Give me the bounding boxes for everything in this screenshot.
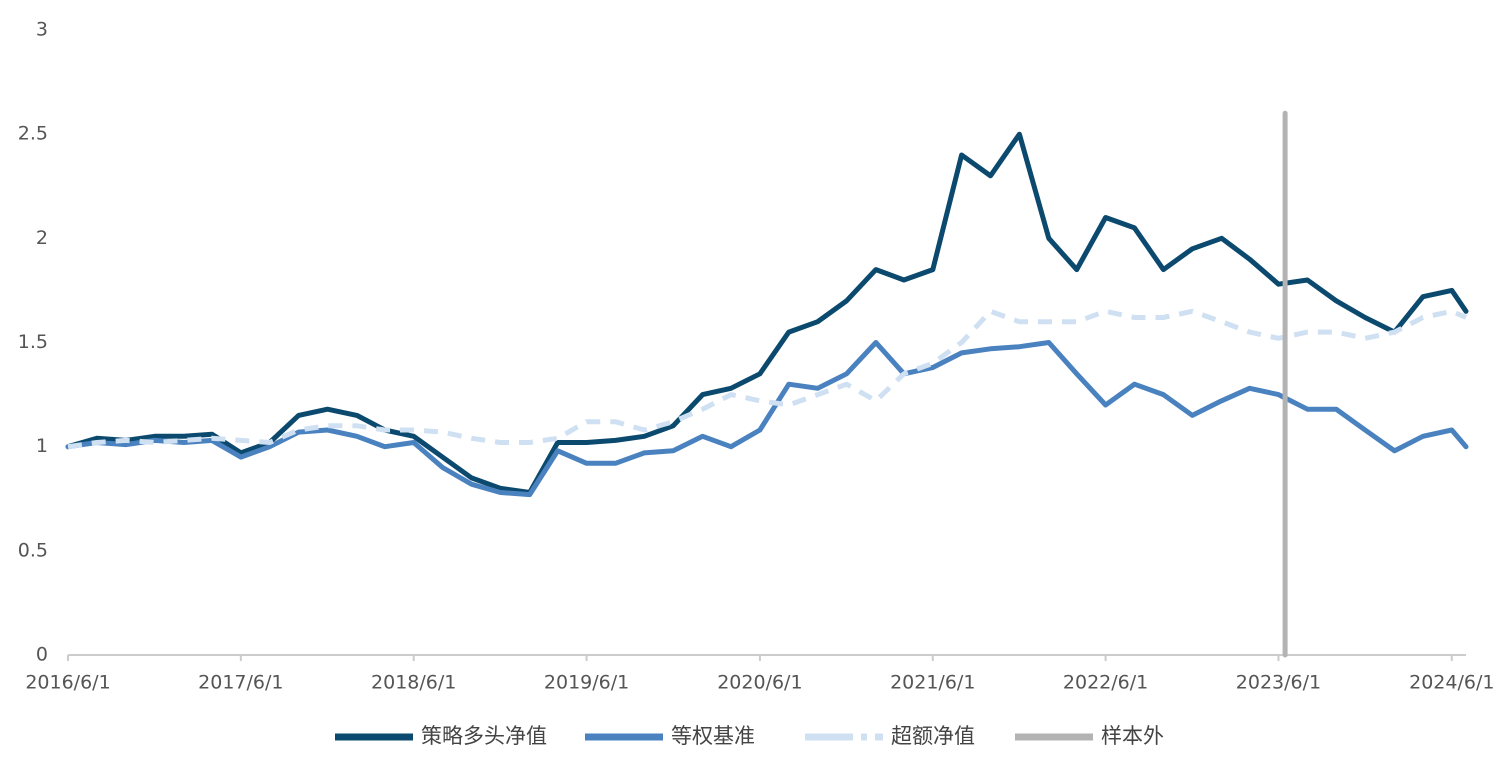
x-tick-label: 2018/6/1	[371, 672, 456, 694]
y-tick-label: 3	[36, 19, 48, 41]
legend-label: 样本外	[1101, 724, 1164, 748]
x-tick-label: 2020/6/1	[717, 672, 802, 694]
y-tick-label: 1	[36, 435, 48, 457]
legend-label: 超额净值	[891, 724, 975, 748]
x-tick-label: 2023/6/1	[1236, 672, 1321, 694]
y-tick-label: 0.5	[18, 539, 48, 561]
series-line	[65, 340, 1469, 498]
legend-label: 等权基准	[671, 724, 755, 748]
x-tick-label: 2019/6/1	[544, 672, 629, 694]
legend-label: 策略多头净值	[421, 724, 547, 748]
y-tick-label: 2	[36, 227, 48, 249]
x-tick-label: 2024/6/1	[1409, 672, 1494, 694]
y-tick-label: 0	[36, 644, 48, 666]
y-tick-label: 2.5	[18, 123, 48, 145]
x-tick-label: 2022/6/1	[1063, 672, 1148, 694]
y-tick-label: 1.5	[18, 331, 48, 353]
x-tick-label: 2017/6/1	[198, 672, 283, 694]
series-line	[65, 131, 1469, 495]
series-line	[67, 308, 1468, 450]
x-tick-label: 2016/6/1	[25, 672, 110, 694]
x-tick-label: 2021/6/1	[890, 672, 975, 694]
